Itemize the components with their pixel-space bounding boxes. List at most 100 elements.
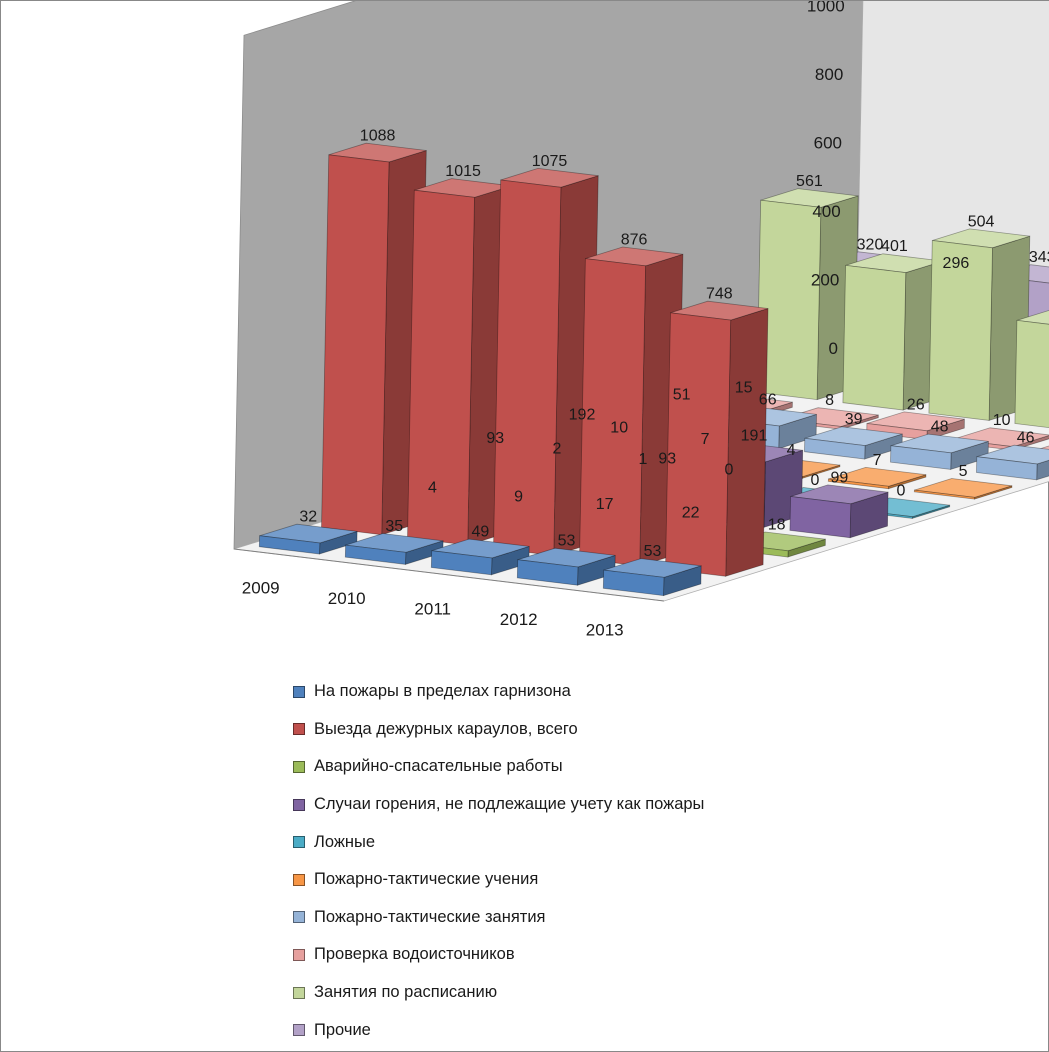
data-label: 93 <box>486 430 504 447</box>
legend-item: Занятия по расписанию <box>293 974 853 1012</box>
data-label: 1088 <box>360 128 396 145</box>
legend-label: Ложные <box>314 832 376 851</box>
data-label: 320 <box>857 236 884 253</box>
legend-swatch <box>293 1024 305 1037</box>
data-label: 53 <box>558 533 576 550</box>
y-tick-label: 0 <box>829 339 838 358</box>
data-label: 18 <box>768 516 786 533</box>
data-label: 504 <box>968 213 995 230</box>
data-label: 1 <box>638 451 647 468</box>
data-label: 0 <box>896 482 905 499</box>
legend-label: На пожары в пределах гарнизона <box>314 682 571 701</box>
y-tick-label: 800 <box>815 65 843 84</box>
bar <box>804 426 903 460</box>
data-label: 35 <box>385 518 403 535</box>
legend-item: Случаи горения, не подлежащие учету как … <box>293 786 853 824</box>
x-tick-label: 2011 <box>414 600 451 619</box>
data-label: 53 <box>644 543 662 560</box>
legend-swatch <box>293 873 305 886</box>
data-label: 26 <box>907 396 925 413</box>
data-label: 343 <box>1029 249 1049 266</box>
legend-swatch <box>293 723 305 736</box>
bar <box>602 558 702 597</box>
legend-label: Занятия по расписанию <box>314 983 498 1002</box>
x-tick-label: 2009 <box>242 579 280 598</box>
data-label: 296 <box>943 255 970 272</box>
data-label: 22 <box>682 505 700 522</box>
data-label: 10 <box>610 420 628 437</box>
x-tick-label: 2013 <box>586 620 624 639</box>
bar <box>827 466 927 490</box>
data-label: 51 <box>673 386 691 403</box>
x-tick-label: 2012 <box>500 610 538 629</box>
bar <box>1014 310 1049 429</box>
data-label: 2 <box>552 441 561 458</box>
legend-swatch <box>293 836 305 849</box>
bar <box>890 433 989 470</box>
data-label: 0 <box>810 472 819 489</box>
data-label: 10 <box>993 412 1011 429</box>
data-label: 49 <box>472 524 490 541</box>
bar <box>665 300 769 577</box>
y-tick-label: 1000 <box>807 1 845 16</box>
bar <box>756 188 859 401</box>
legend-item: Ложные <box>293 823 853 861</box>
data-label: 1075 <box>532 153 568 170</box>
legend-label: Пожарно-тактические занятия <box>314 907 546 926</box>
data-label: 46 <box>1017 430 1035 447</box>
data-label: 17 <box>596 496 614 513</box>
bar <box>430 538 530 576</box>
legend-item: Проверка водоисточников <box>293 936 853 974</box>
bar <box>913 478 1013 500</box>
bar <box>842 253 944 411</box>
data-label: 7 <box>873 452 882 469</box>
data-label: 15 <box>735 379 753 396</box>
legend-swatch <box>293 798 305 811</box>
bar <box>344 533 444 565</box>
data-label: 99 <box>831 469 849 486</box>
data-label: 4 <box>428 479 437 496</box>
chart-legend: На пожары в пределах гарнизона Выезда деж… <box>293 673 853 1049</box>
data-label: 1015 <box>445 163 481 180</box>
y-tick-label: 600 <box>814 134 842 153</box>
data-label: 876 <box>621 231 648 248</box>
y-tick-label: 200 <box>811 271 839 290</box>
legend-label: Выезда дежурных караулов, всего <box>314 719 578 738</box>
legend-label: Случаи горения, не подлежащие учету как … <box>314 795 705 814</box>
legend-item: Прочие <box>293 1011 853 1049</box>
chart-plot: 3202963432443495614015043013771582610125… <box>233 1 1049 639</box>
data-label: 0 <box>724 462 733 479</box>
legend-swatch <box>293 948 305 961</box>
legend-swatch <box>293 986 305 999</box>
data-label: 66 <box>759 392 777 409</box>
legend-item: На пожары в пределах гарнизона <box>293 673 853 711</box>
legend-item: Выезда дежурных караулов, всего <box>293 711 853 749</box>
bar <box>976 444 1049 481</box>
y-tick-label: 400 <box>812 202 840 221</box>
data-label: 9 <box>514 488 523 505</box>
legend-label: Прочие <box>314 1020 371 1039</box>
bar <box>516 547 616 586</box>
legend-swatch <box>293 760 305 773</box>
x-tick-label: 2010 <box>328 589 366 608</box>
legend-swatch <box>293 685 305 698</box>
legend-item: Пожарно-тактические занятия <box>293 899 853 937</box>
bar <box>866 411 965 441</box>
data-label: 7 <box>701 431 710 448</box>
legend-item: Пожарно-тактические учения <box>293 861 853 899</box>
data-label: 48 <box>931 419 949 436</box>
bar <box>258 523 358 555</box>
data-label: 93 <box>658 451 676 468</box>
legend-label: Аварийно-спасательные работы <box>314 757 563 776</box>
x-axis-line <box>233 548 665 602</box>
legend-swatch <box>293 911 305 924</box>
data-label: 39 <box>845 411 863 428</box>
data-label: 5 <box>959 463 968 480</box>
data-label: 192 <box>569 406 596 423</box>
data-label: 401 <box>881 238 908 255</box>
bar <box>928 228 1031 421</box>
data-label: 32 <box>299 509 317 526</box>
data-label: 4 <box>787 442 796 459</box>
legend-item: Аварийно-спасательные работы <box>293 748 853 786</box>
